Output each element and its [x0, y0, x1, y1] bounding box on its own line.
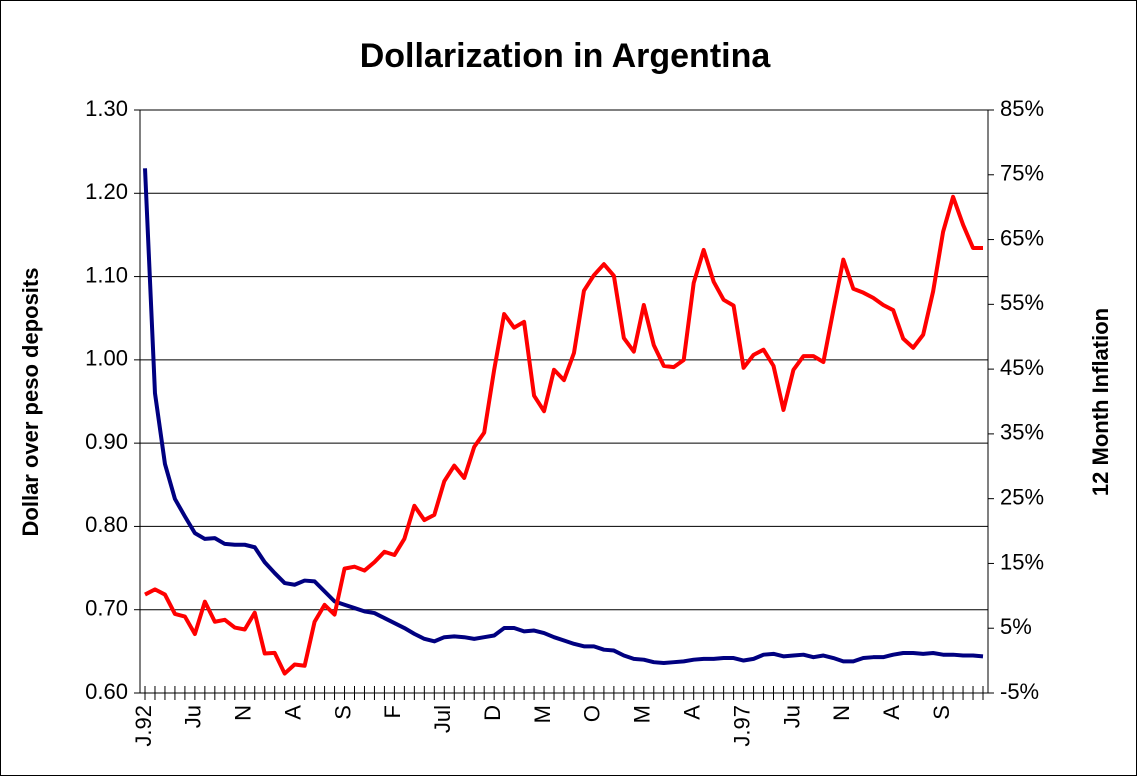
series-line: [144, 194, 983, 676]
y2-tick-label: 15%: [1000, 549, 1044, 574]
y-tick-label: 0.70: [85, 596, 128, 621]
x-tick-label: J.97: [729, 705, 754, 747]
series-line: [143, 168, 984, 666]
x-tick-label: Ju: [181, 705, 206, 728]
x-tick-label: Jul: [430, 705, 455, 733]
y-tick-label: 0.80: [85, 512, 128, 537]
x-tick-label: N: [231, 705, 256, 721]
x-tick-label: F: [380, 705, 405, 718]
y2-tick-label: 85%: [1000, 96, 1044, 121]
x-tick-label: N: [829, 705, 854, 721]
x-tick-label: S: [929, 705, 954, 720]
x-tick-label: A: [280, 705, 305, 720]
y2-tick-label: 35%: [1000, 420, 1044, 445]
chart-title: Dollarization in Argentina: [360, 37, 772, 75]
y-tick-label: 0.90: [85, 429, 128, 454]
y2-axis-label: 12 Month Inflation: [1088, 308, 1113, 496]
y2-tick-label: 55%: [1000, 290, 1044, 315]
y-tick-label: 0.60: [85, 679, 128, 704]
y2-tick-label: 45%: [1000, 355, 1044, 380]
y-tick-label: 1.10: [85, 262, 128, 287]
y2-tick-label: 25%: [1000, 484, 1044, 509]
x-tick-label: S: [330, 705, 355, 720]
x-tick-label: M: [530, 705, 555, 723]
y-tick-label: 1.30: [85, 96, 128, 121]
x-tick-label: M: [630, 705, 655, 723]
y-axis-label: Dollar over peso deposits: [18, 268, 43, 537]
x-tick-label: J.92: [131, 705, 156, 747]
y2-tick-label: 75%: [1000, 161, 1044, 186]
y2-tick-label: 65%: [1000, 225, 1044, 250]
x-tick-label: A: [879, 705, 904, 720]
y2-tick-label: 5%: [1000, 614, 1032, 639]
x-tick-label: D: [480, 705, 505, 721]
y-tick-label: 1.00: [85, 346, 128, 371]
x-tick-label: O: [580, 705, 605, 722]
x-tick-label: A: [680, 705, 705, 720]
y2-tick-label: -5%: [1000, 679, 1039, 704]
x-tick-label: Ju: [779, 705, 804, 728]
y-tick-label: 1.20: [85, 179, 128, 204]
